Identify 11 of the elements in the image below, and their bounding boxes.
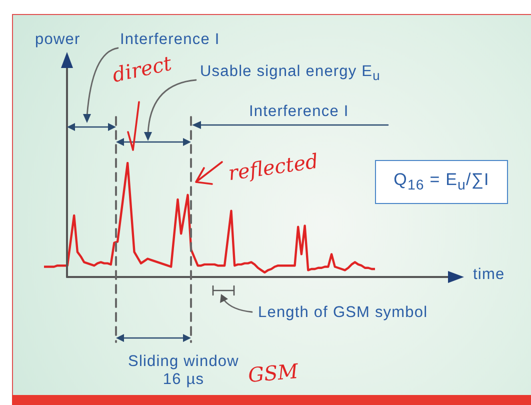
text: Usable signal energy E$_{u}$ [200,63,380,86]
text: GSM [247,358,300,388]
text: Length of GSM symbol [258,304,428,322]
annotation: reflected [226,148,320,186]
text: Sliding window 16 µs [128,353,239,389]
text: Interference I [249,103,349,121]
text: direct [110,51,174,87]
text: power [35,31,80,49]
text: Interference I [120,31,220,49]
text: Q$_{16}$ = E$_{u}$/∑I [392,170,490,194]
text: time [473,266,505,284]
